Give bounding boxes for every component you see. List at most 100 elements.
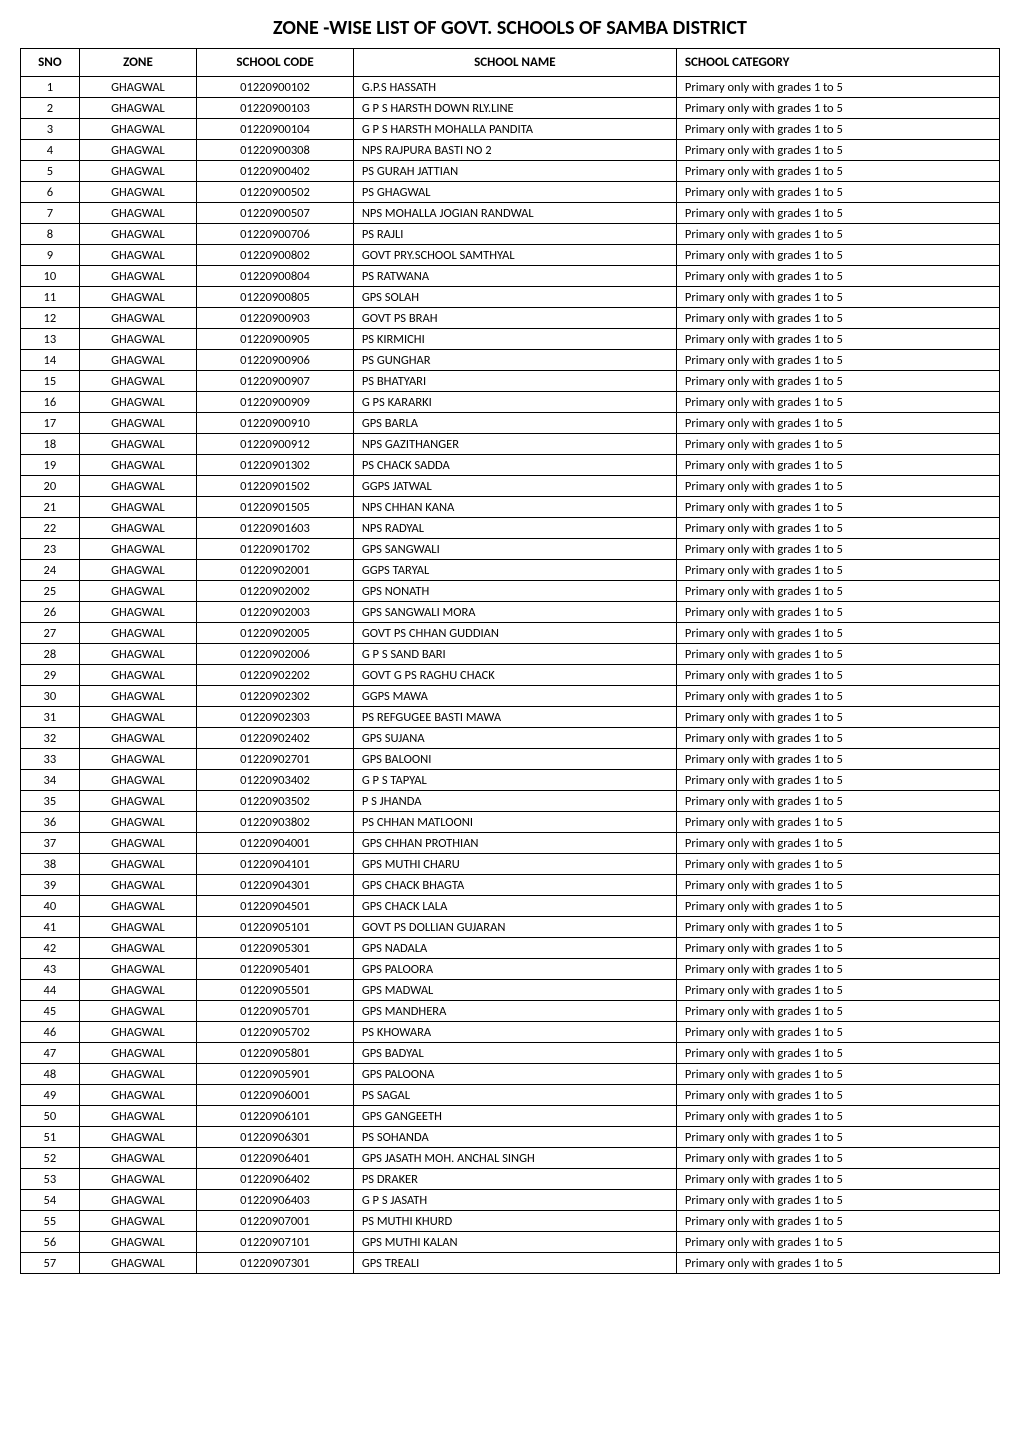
table-row: 34GHAGWAL01220903402G P S TAPYALPrimary … (21, 770, 1000, 791)
table-row: 26GHAGWAL01220902003GPS SANGWALI MORAPri… (21, 602, 1000, 623)
cell-sno: 2 (21, 98, 80, 119)
page-title: ZONE -WISE LIST OF GOVT. SCHOOLS OF SAMB… (20, 16, 1000, 40)
cell-sno: 14 (21, 350, 80, 371)
cell-code: 01220900910 (197, 413, 354, 434)
cell-zone: GHAGWAL (79, 308, 196, 329)
cell-sno: 50 (21, 1106, 80, 1127)
cell-category: Primary only with grades 1 to 5 (676, 1064, 999, 1085)
table-row: 57GHAGWAL01220907301GPS TREALIPrimary on… (21, 1253, 1000, 1274)
cell-sno: 3 (21, 119, 80, 140)
table-row: 56GHAGWAL01220907101GPS MUTHI KALANPrima… (21, 1232, 1000, 1253)
cell-zone: GHAGWAL (79, 938, 196, 959)
cell-zone: GHAGWAL (79, 1232, 196, 1253)
cell-category: Primary only with grades 1 to 5 (676, 392, 999, 413)
cell-category: Primary only with grades 1 to 5 (676, 1232, 999, 1253)
cell-category: Primary only with grades 1 to 5 (676, 1001, 999, 1022)
table-row: 38GHAGWAL01220904101GPS MUTHI CHARUPrima… (21, 854, 1000, 875)
cell-code: 01220900804 (197, 266, 354, 287)
cell-sno: 19 (21, 455, 80, 476)
table-row: 10GHAGWAL01220900804PS RATWANAPrimary on… (21, 266, 1000, 287)
table-row: 30GHAGWAL01220902302GGPS MAWAPrimary onl… (21, 686, 1000, 707)
cell-zone: GHAGWAL (79, 644, 196, 665)
cell-code: 01220900102 (197, 77, 354, 98)
table-row: 52GHAGWAL01220906401GPS JASATH MOH. ANCH… (21, 1148, 1000, 1169)
cell-name: G P S SAND BARI (353, 644, 676, 665)
header-code: SCHOOL CODE (197, 49, 354, 77)
cell-code: 01220904301 (197, 875, 354, 896)
cell-zone: GHAGWAL (79, 1169, 196, 1190)
cell-code: 01220900909 (197, 392, 354, 413)
cell-category: Primary only with grades 1 to 5 (676, 455, 999, 476)
cell-category: Primary only with grades 1 to 5 (676, 224, 999, 245)
table-row: 51GHAGWAL01220906301PS SOHANDAPrimary on… (21, 1127, 1000, 1148)
cell-sno: 1 (21, 77, 80, 98)
cell-zone: GHAGWAL (79, 749, 196, 770)
cell-zone: GHAGWAL (79, 854, 196, 875)
cell-name: PS KHOWARA (353, 1022, 676, 1043)
cell-code: 01220906301 (197, 1127, 354, 1148)
cell-name: GOVT G PS RAGHU CHACK (353, 665, 676, 686)
cell-category: Primary only with grades 1 to 5 (676, 728, 999, 749)
cell-name: PS RATWANA (353, 266, 676, 287)
cell-sno: 9 (21, 245, 80, 266)
table-row: 19GHAGWAL01220901302PS CHACK SADDAPrimar… (21, 455, 1000, 476)
cell-category: Primary only with grades 1 to 5 (676, 77, 999, 98)
cell-sno: 40 (21, 896, 80, 917)
cell-sno: 57 (21, 1253, 80, 1274)
table-row: 17GHAGWAL01220900910GPS BARLAPrimary onl… (21, 413, 1000, 434)
cell-name: P S JHANDA (353, 791, 676, 812)
cell-name: NPS GAZITHANGER (353, 434, 676, 455)
table-row: 20GHAGWAL01220901502GGPS JATWALPrimary o… (21, 476, 1000, 497)
cell-name: GPS SUJANA (353, 728, 676, 749)
cell-code: 01220900706 (197, 224, 354, 245)
cell-zone: GHAGWAL (79, 665, 196, 686)
table-row: 5GHAGWAL01220900402PS GURAH JATTIANPrima… (21, 161, 1000, 182)
cell-category: Primary only with grades 1 to 5 (676, 329, 999, 350)
cell-zone: GHAGWAL (79, 875, 196, 896)
cell-category: Primary only with grades 1 to 5 (676, 371, 999, 392)
table-row: 2GHAGWAL01220900103G P S HARSTH DOWN RLY… (21, 98, 1000, 119)
cell-sno: 42 (21, 938, 80, 959)
table-row: 46GHAGWAL01220905702PS KHOWARAPrimary on… (21, 1022, 1000, 1043)
cell-zone: GHAGWAL (79, 203, 196, 224)
cell-name: GPS SOLAH (353, 287, 676, 308)
cell-name: GGPS MAWA (353, 686, 676, 707)
cell-name: PS SAGAL (353, 1085, 676, 1106)
cell-category: Primary only with grades 1 to 5 (676, 182, 999, 203)
cell-code: 01220907101 (197, 1232, 354, 1253)
header-zone: ZONE (79, 49, 196, 77)
table-body: 1GHAGWAL01220900102G.P.S HASSATHPrimary … (21, 77, 1000, 1274)
cell-category: Primary only with grades 1 to 5 (676, 287, 999, 308)
table-row: 35GHAGWAL01220903502P S JHANDAPrimary on… (21, 791, 1000, 812)
cell-sno: 49 (21, 1085, 80, 1106)
cell-sno: 6 (21, 182, 80, 203)
cell-category: Primary only with grades 1 to 5 (676, 245, 999, 266)
cell-sno: 15 (21, 371, 80, 392)
cell-sno: 18 (21, 434, 80, 455)
cell-code: 01220903402 (197, 770, 354, 791)
cell-sno: 38 (21, 854, 80, 875)
table-header: SNO ZONE SCHOOL CODE SCHOOL NAME SCHOOL … (21, 49, 1000, 77)
cell-category: Primary only with grades 1 to 5 (676, 350, 999, 371)
cell-category: Primary only with grades 1 to 5 (676, 476, 999, 497)
cell-sno: 34 (21, 770, 80, 791)
cell-sno: 44 (21, 980, 80, 1001)
cell-category: Primary only with grades 1 to 5 (676, 560, 999, 581)
table-row: 33GHAGWAL01220902701GPS BALOONIPrimary o… (21, 749, 1000, 770)
header-row: SNO ZONE SCHOOL CODE SCHOOL NAME SCHOOL … (21, 49, 1000, 77)
cell-zone: GHAGWAL (79, 224, 196, 245)
cell-name: NPS RAJPURA BASTI NO 2 (353, 140, 676, 161)
cell-name: NPS CHHAN KANA (353, 497, 676, 518)
cell-code: 01220900507 (197, 203, 354, 224)
cell-zone: GHAGWAL (79, 1211, 196, 1232)
cell-category: Primary only with grades 1 to 5 (676, 938, 999, 959)
cell-code: 01220905501 (197, 980, 354, 1001)
table-row: 9GHAGWAL01220900802GOVT PRY.SCHOOL SAMTH… (21, 245, 1000, 266)
table-row: 50GHAGWAL01220906101GPS GANGEETHPrimary … (21, 1106, 1000, 1127)
cell-category: Primary only with grades 1 to 5 (676, 686, 999, 707)
cell-code: 01220901603 (197, 518, 354, 539)
cell-zone: GHAGWAL (79, 1127, 196, 1148)
cell-category: Primary only with grades 1 to 5 (676, 539, 999, 560)
cell-name: PS CHHAN MATLOONI (353, 812, 676, 833)
cell-sno: 36 (21, 812, 80, 833)
